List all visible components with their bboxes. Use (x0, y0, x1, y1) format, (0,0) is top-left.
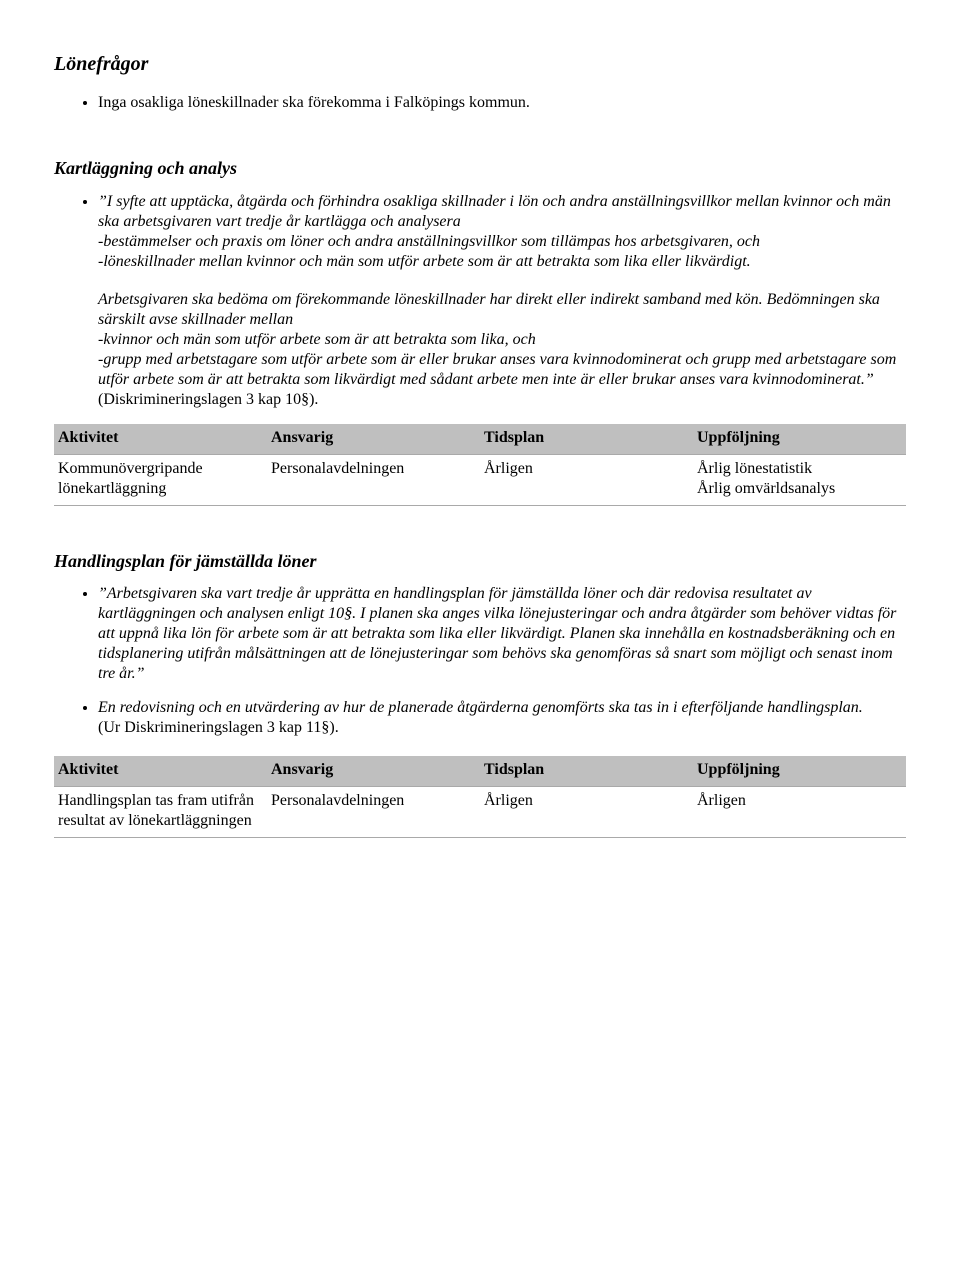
plain-text: (Diskrimineringslagen 3 kap 10§). (98, 391, 318, 408)
table-cell: Årlig lönestatistikÅrlig omvärldsanalys (693, 454, 906, 505)
table-aktivitet-1: Aktivitet Ansvarig Tidsplan Uppföljning … (54, 424, 906, 506)
section-heading-handlingsplan: Handlingsplan för jämställda löner (54, 550, 906, 573)
italic-line: -löneskillnader mellan kvinnor och män s… (98, 253, 751, 270)
table-header-row: Aktivitet Ansvarig Tidsplan Uppföljning (54, 424, 906, 455)
table-cell: Personalavdelningen (267, 454, 480, 505)
section1-sub-bullets: I syfte att upptäcka, åtgärda och förhin… (54, 192, 906, 272)
table-cell: Kommunövergripande lönekartläggning (54, 454, 267, 505)
italic-text: ”Arbetsgivaren ska vart tredje år upprät… (98, 585, 896, 682)
table-cell: Årligen (480, 787, 693, 838)
section-heading-lonefragor: Lönefrågor (54, 52, 906, 77)
table-row: Handlingsplan tas fram utifrån resultat … (54, 787, 906, 838)
paragraph: Arbetsgivaren ska bedöma om förekommande… (98, 290, 906, 410)
quote-body: I syfte att upptäcka, åtgärda och förhin… (98, 193, 891, 230)
section2-bullets: ”Arbetsgivaren ska vart tredje år upprät… (54, 584, 906, 738)
italic-line: -kvinnor och män som utför arbete som är… (98, 331, 536, 348)
table-row: Kommunövergripande lönekartläggning Pers… (54, 454, 906, 505)
table-header: Tidsplan (480, 756, 693, 787)
table-header: Ansvarig (267, 756, 480, 787)
table-header: Uppföljning (693, 756, 906, 787)
quote-text: I syfte att upptäcka, åtgärda och förhin… (98, 193, 891, 230)
table-header-row: Aktivitet Ansvarig Tidsplan Uppföljning (54, 756, 906, 787)
section1-bullets: Inga osakliga löneskillnader ska förekom… (54, 93, 906, 113)
table-header: Tidsplan (480, 424, 693, 455)
table-cell: Årligen (480, 454, 693, 505)
list-item: Inga osakliga löneskillnader ska förekom… (98, 93, 906, 113)
section-subheading-kartlaggning: Kartläggning och analys (54, 157, 906, 180)
table-cell: Personalavdelningen (267, 787, 480, 838)
table-header: Aktivitet (54, 424, 267, 455)
italic-line: -bestämmelser och praxis om löner och an… (98, 233, 760, 250)
plain-text: (Ur Diskrimineringslagen 3 kap 11§). (98, 719, 339, 736)
table-header: Aktivitet (54, 756, 267, 787)
table-header: Uppföljning (693, 424, 906, 455)
table-header: Ansvarig (267, 424, 480, 455)
italic-line: -grupp med arbetstagare som utför arbete… (98, 351, 896, 388)
table-cell: Handlingsplan tas fram utifrån resultat … (54, 787, 267, 838)
italic-text: Arbetsgivaren ska bedöma om förekommande… (98, 291, 880, 328)
list-item: ”Arbetsgivaren ska vart tredje år upprät… (98, 584, 906, 684)
italic-text: En redovisning och en utvärdering av hur… (98, 699, 863, 716)
list-item: En redovisning och en utvärdering av hur… (98, 698, 906, 738)
table-aktivitet-2: Aktivitet Ansvarig Tidsplan Uppföljning … (54, 756, 906, 838)
table-cell: Årligen (693, 787, 906, 838)
list-item: I syfte att upptäcka, åtgärda och förhin… (98, 192, 906, 272)
